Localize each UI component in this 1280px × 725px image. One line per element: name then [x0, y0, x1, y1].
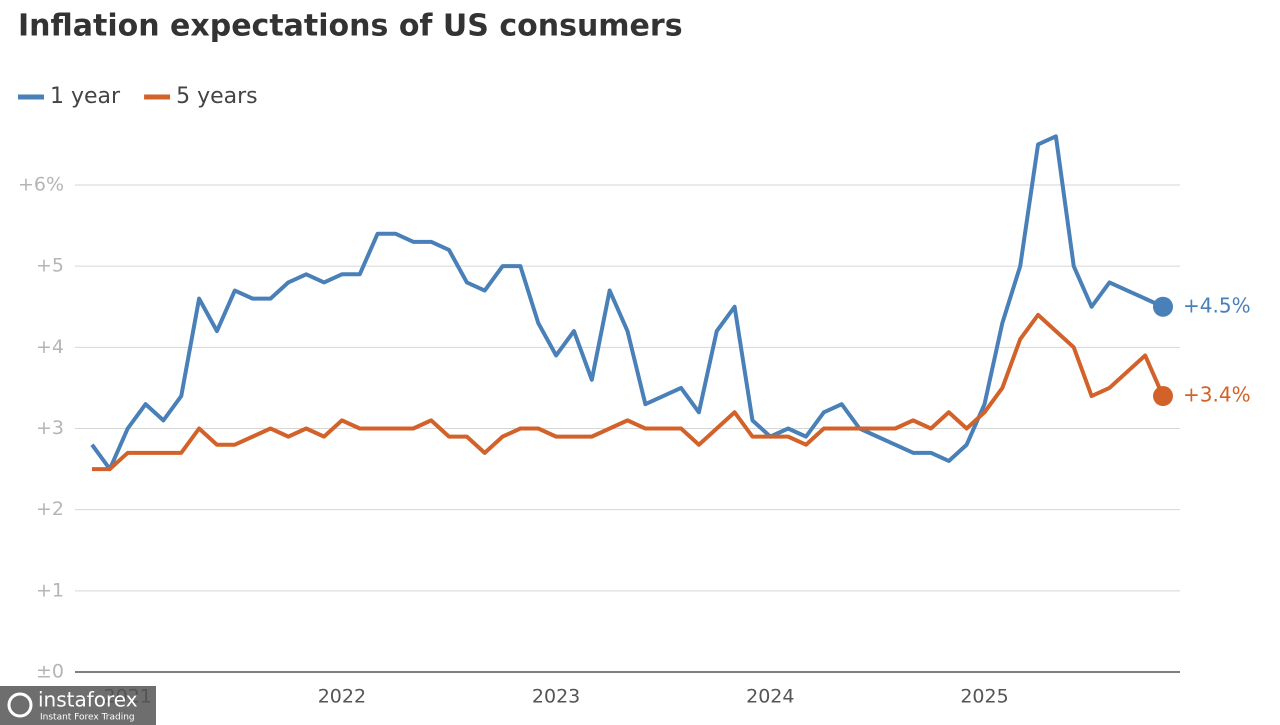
- x-tick-label: 2024: [746, 686, 794, 708]
- value-label: +3.4%: [1183, 383, 1251, 407]
- watermark-logo: [7, 692, 33, 718]
- y-tick-label: +1: [36, 579, 64, 601]
- y-tick-label: +4: [36, 336, 64, 358]
- chart-title: Inflation expectations of US consumers: [18, 9, 683, 44]
- watermark: instaforex Instant Forex Trading: [0, 686, 156, 725]
- watermark-tagline: Instant Forex Trading: [40, 713, 135, 723]
- line-series: [92, 312, 1165, 472]
- legend-label: 1 year: [50, 84, 121, 109]
- x-tick-label: 2023: [532, 686, 580, 708]
- x-tick-label: 2025: [960, 686, 1008, 708]
- y-tick-label: ±0: [36, 661, 64, 683]
- x-tick-label: 2022: [318, 686, 366, 708]
- watermark-bg: [0, 686, 156, 725]
- y-tick-label: +5: [36, 255, 64, 277]
- end-point: [1153, 296, 1173, 317]
- y-tick-label: +6%: [18, 174, 64, 196]
- legend: 1 year 5 years: [18, 84, 258, 109]
- y-tick-label: +3: [36, 417, 64, 439]
- y-tick-label: +2: [36, 498, 64, 520]
- legend-label: 5 years: [176, 84, 258, 109]
- watermark-brand: instaforex: [38, 688, 138, 712]
- line-series: [90, 134, 1164, 472]
- end-point: [1153, 386, 1173, 407]
- value-label: +4.5%: [1183, 293, 1251, 317]
- plot: ±0+1+2+3+4+5+6%20212022202320242025+4.5%…: [18, 134, 1251, 708]
